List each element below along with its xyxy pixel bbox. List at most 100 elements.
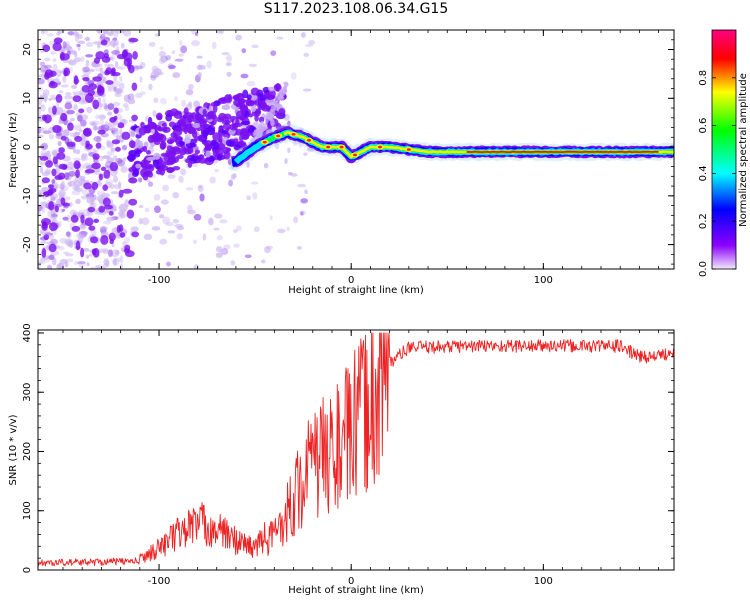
spectrogram-noise-blob [46, 150, 51, 154]
spectrogram-band-blob [248, 113, 254, 118]
spectrogram-noise-blob [153, 97, 159, 104]
spectrogram-band-blob [212, 132, 221, 141]
spectrogram-noise-blob [66, 141, 76, 147]
spectrogram-band-blob [224, 94, 231, 103]
spectrogram-noise-blob [102, 247, 109, 255]
spectrogram-noise-blob [110, 147, 117, 152]
spectrogram-band-blob [202, 129, 208, 139]
colorbar-gradient [711, 29, 737, 270]
spectrogram-noise-blob [46, 33, 54, 37]
spectrogram-noise-blob [93, 218, 100, 224]
spectrogram-band-blob [146, 156, 156, 161]
spectrogram-band-blob [174, 127, 183, 132]
spectrogram-noise-blob [154, 205, 161, 214]
spectrogram-noise-blob [99, 67, 104, 74]
spectrogram-noise-blob [71, 189, 81, 196]
spectrogram-y-tick-label: -10 [22, 188, 33, 204]
spectrogram-noise-blob [92, 41, 101, 45]
spectrogram-noise-blob [80, 214, 85, 224]
spectrogram-noise-blob [67, 180, 76, 187]
spectrogram-noise-blob [85, 143, 93, 150]
spectrogram-noise-blob [100, 166, 107, 172]
spectrogram-noise-blob [117, 159, 125, 167]
spectrogram-noise-blob [74, 260, 78, 266]
spectrogram-band-blob [242, 89, 249, 99]
spectrogram-hotspot [339, 145, 344, 149]
spectrogram-noise-blob [162, 184, 170, 192]
spectrogram-noise-blob [71, 225, 81, 232]
spectrogram-noise-blob [64, 102, 73, 110]
spectrogram-noise-blob [124, 236, 131, 244]
spectrogram-noise-blob [235, 225, 242, 232]
spectrogram-band-blob [205, 150, 211, 158]
spectrogram-noise-blob [111, 67, 116, 75]
spectrogram-noise-blob [90, 198, 95, 206]
spectrogram-noise-blob [227, 158, 232, 166]
spectrogram-noise-blob [75, 169, 80, 179]
spectrogram-noise-blob [64, 253, 74, 257]
spectrogram-noise-blob [73, 103, 78, 111]
spectrogram-band-blob [247, 127, 255, 134]
spectrogram-noise-blob [293, 216, 299, 224]
spectrogram-noise-blob [117, 211, 126, 215]
spectrogram-noise-blob [131, 82, 138, 91]
spectrogram-noise-blob [115, 146, 121, 152]
spectrogram-noise-blob [102, 154, 111, 159]
spectrogram-noise-blob [277, 228, 286, 234]
spectrogram-noise-blob [111, 50, 120, 55]
spectrogram-noise-blob [39, 93, 44, 100]
spectrogram-noise-blob [60, 84, 69, 88]
spectrogram-noise-blob [89, 68, 95, 73]
spectrogram-noise-blob [248, 63, 258, 68]
spectrogram-x-tick-label: 0 [348, 275, 354, 286]
spectrogram-hotspot [326, 145, 331, 149]
spectrogram-band-blob [150, 128, 155, 135]
spectrogram-noise-blob [58, 147, 65, 154]
spectrogram-noise-blob [109, 161, 119, 172]
spectrogram-noise-blob [48, 222, 58, 232]
spectrogram-y-tick-label: 0 [22, 144, 33, 150]
spectrogram-band-blob [194, 114, 200, 120]
spectrogram-noise-blob [105, 80, 114, 85]
spectrogram-noise-blob [38, 78, 45, 85]
spectrogram-noise-blob [246, 80, 256, 87]
spectrogram-noise-blob [168, 64, 176, 70]
snr-y-tick-label: 200 [22, 442, 33, 461]
spectrogram-noise-blob [76, 43, 81, 47]
spectrogram-noise-blob [97, 264, 102, 269]
spectrogram-noise-blob [75, 149, 81, 155]
spectrogram-noise-blob [123, 248, 131, 254]
spectrogram-noise-blob [56, 81, 62, 85]
spectrogram-noise-blob [44, 96, 48, 103]
spectrogram-noise-blob [138, 204, 144, 209]
spectrogram-noise-blob [73, 75, 79, 85]
spectrogram-noise-blob [95, 142, 102, 149]
spectrogram-noise-blob [287, 147, 291, 154]
snr-y-tick-label: 400 [22, 323, 33, 342]
spectrogram-noise-blob [241, 48, 247, 54]
spectrogram-noise-blob [58, 163, 68, 170]
spectrogram-noise-blob [188, 83, 194, 91]
spectrogram-noise-blob [80, 247, 85, 258]
spectrogram-noise-blob [185, 187, 194, 191]
spectrogram-noise-blob [50, 213, 58, 220]
spectrogram-streak-blob [265, 112, 272, 117]
spectrogram-band-blob [210, 102, 217, 107]
spectrogram-noise-blob [187, 204, 193, 213]
spectrogram-noise-blob [171, 50, 176, 54]
spectrogram-noise-blob [114, 92, 122, 98]
spectrogram-noise-blob [301, 32, 306, 38]
spectrogram-noise-blob [95, 114, 99, 120]
spectrogram-noise-blob [43, 258, 50, 263]
spectrogram-noise-blob [303, 52, 310, 57]
spectrogram-noise-blob [63, 196, 71, 201]
spectrogram-noise-blob [45, 160, 54, 168]
spectrogram-noise-blob [109, 39, 117, 47]
spectrogram-noise-blob [128, 37, 139, 43]
spectrogram-noise-blob [64, 95, 73, 100]
spectrogram-noise-blob [50, 238, 58, 246]
spectrogram-noise-blob [38, 126, 41, 134]
spectrogram-noise-blob [158, 214, 165, 219]
spectrogram-y-tick-label: -20 [22, 236, 33, 252]
spectrogram-noise-blob [85, 254, 90, 259]
